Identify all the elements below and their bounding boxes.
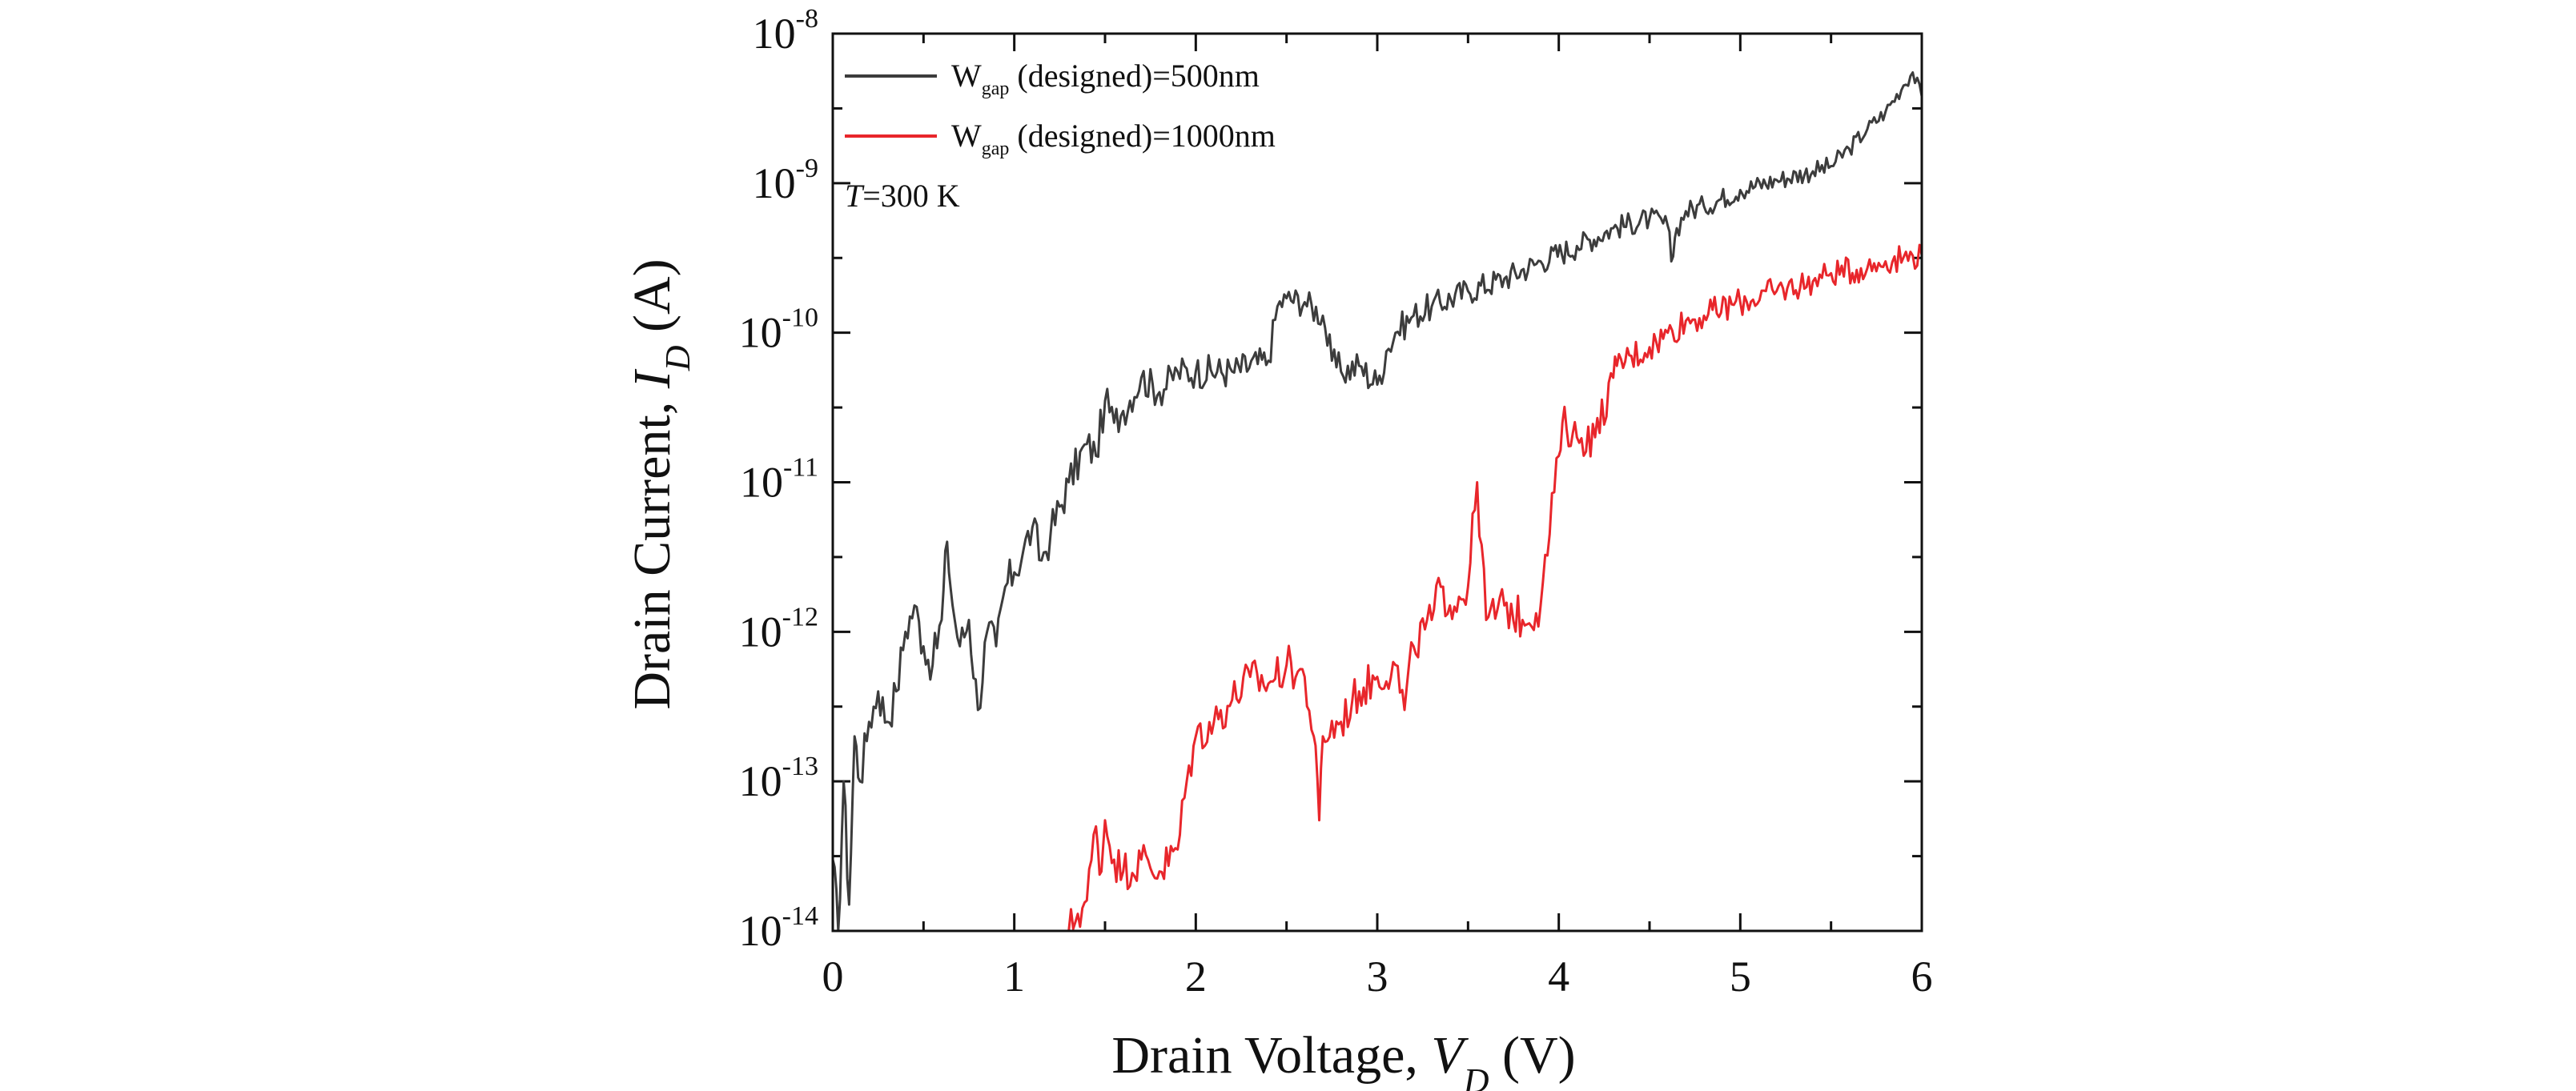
x-tick-label: 4 xyxy=(1548,953,1569,1001)
plot-frame xyxy=(831,32,1923,933)
tick-marks xyxy=(831,32,1923,933)
series-line-500nm xyxy=(831,71,1923,933)
x-axis-title: Drain Voltage, VD (V) xyxy=(1111,1026,1575,1091)
legend-label-500nm: Wgap (designed)=500nm xyxy=(951,58,1260,99)
x-tick-labels: 0 1 2 3 4 5 6 xyxy=(822,953,1933,1001)
x-tick-label: 3 xyxy=(1367,953,1388,1001)
x-tick-label: 1 xyxy=(1003,953,1025,1001)
series-layer xyxy=(831,71,1923,933)
x-tick-label: 2 xyxy=(1185,953,1207,1001)
temperature-annotation: T=300 K xyxy=(845,178,960,214)
y-tick-label: 10-13 xyxy=(739,752,818,805)
y-tick-label: 10-14 xyxy=(739,901,818,955)
y-tick-label: 10-12 xyxy=(739,602,818,656)
legend: Wgap (designed)=500nm Wgap (designed)=10… xyxy=(845,58,1276,159)
y-tick-label: 10-11 xyxy=(740,453,818,507)
y-tick-label: 10-10 xyxy=(739,303,818,357)
legend-label-1000nm: Wgap (designed)=1000nm xyxy=(951,118,1276,159)
y-tick-label: 10-8 xyxy=(753,4,818,58)
y-axis-title: Drain Current, ID (A) xyxy=(623,259,697,709)
series-line-1000nm xyxy=(1067,243,1923,932)
x-tick-label: 5 xyxy=(1730,953,1751,1001)
y-tick-label: 10-9 xyxy=(753,154,818,207)
y-tick-labels: 10-14 10-13 10-12 10-11 10-10 10-9 10-8 xyxy=(739,4,818,955)
x-tick-label: 6 xyxy=(1911,953,1933,1001)
x-tick-label: 0 xyxy=(822,953,844,1001)
